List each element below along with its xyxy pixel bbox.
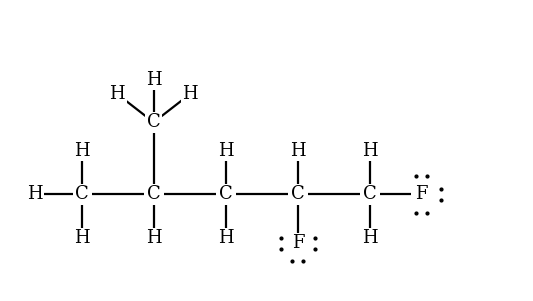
Text: F: F (415, 185, 427, 203)
Text: H: H (109, 85, 125, 103)
Text: C: C (291, 185, 305, 203)
Text: H: H (218, 141, 233, 160)
Text: C: C (363, 185, 377, 203)
Text: H: H (290, 141, 305, 160)
Text: F: F (292, 234, 304, 252)
Text: C: C (75, 185, 88, 203)
Text: H: H (27, 185, 42, 203)
Text: C: C (219, 185, 232, 203)
Text: H: H (74, 141, 90, 160)
Text: C: C (147, 113, 160, 131)
Text: H: H (362, 229, 378, 247)
Text: H: H (362, 141, 378, 160)
Text: H: H (74, 229, 90, 247)
Text: C: C (147, 185, 160, 203)
Text: H: H (146, 229, 161, 247)
Text: H: H (218, 229, 233, 247)
Text: H: H (146, 71, 161, 88)
Text: H: H (182, 85, 198, 103)
